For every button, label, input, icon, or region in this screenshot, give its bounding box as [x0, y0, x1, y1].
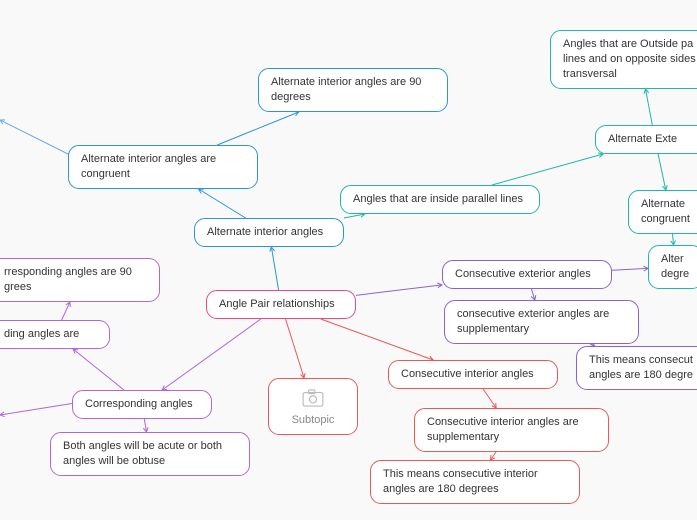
edge	[492, 154, 603, 185]
node-alt_int[interactable]: Alternate interior angles	[194, 218, 344, 247]
node-cons_int[interactable]: Consecutive interior angles	[388, 360, 558, 389]
edge	[217, 112, 298, 145]
edge-arrow	[66, 302, 70, 307]
node-label: Alter degre	[661, 253, 689, 280]
node-corr[interactable]: Corresponding angles	[72, 390, 212, 419]
node-alt_ext_90[interactable]: Alter degre	[648, 245, 697, 289]
node-alt_int_cong[interactable]: Alternate interior angles are congruent	[68, 145, 258, 189]
node-root[interactable]: Angle Pair relationships	[206, 290, 356, 319]
edge-arrow	[0, 120, 5, 124]
node-alt_ext_cong[interactable]: Alternate congruent	[628, 190, 697, 234]
edge	[658, 154, 666, 190]
edge	[490, 452, 496, 460]
edge	[483, 389, 496, 408]
node-label: Subtopic	[281, 413, 345, 428]
edge	[0, 403, 75, 415]
node-label: Consecutive interior angles	[401, 368, 534, 380]
edge	[531, 289, 534, 300]
edge-arrow	[73, 349, 78, 354]
edge-arrow	[199, 189, 204, 193]
edge	[344, 214, 365, 218]
edge	[612, 268, 648, 270]
edge	[73, 349, 124, 390]
node-cons_ext_supp[interactable]: consecutive exterior angles are suppleme…	[444, 300, 639, 344]
node-label: Alternate Exte	[608, 133, 677, 145]
edge-arrow	[644, 89, 649, 94]
node-label: Angles that are inside parallel lines	[353, 193, 523, 205]
edge-arrow	[270, 247, 275, 252]
edge	[271, 247, 278, 290]
node-label: rresponding angles are 90 grees	[4, 266, 132, 293]
node-label: Alternate interior angles are 90 degrees	[271, 76, 421, 103]
edge	[356, 285, 442, 295]
node-subtopic[interactable]: Subtopic	[268, 378, 358, 435]
node-label: Consecutive exterior angles	[455, 268, 591, 280]
edge	[286, 319, 305, 378]
node-label: ding angles are	[4, 328, 79, 340]
node-label: Corresponding angles	[85, 398, 193, 410]
edge	[199, 189, 246, 218]
node-corr_90[interactable]: rresponding angles are 90 grees	[0, 258, 160, 302]
edge	[144, 419, 146, 432]
node-cons_int_supp[interactable]: Consecutive interior angles are suppleme…	[414, 408, 609, 452]
node-corr_are[interactable]: ding angles are	[0, 320, 110, 349]
node-label: Both angles will be acute or both angles…	[63, 440, 222, 467]
node-alt_int_inside[interactable]: Angles that are inside parallel lines	[340, 185, 540, 214]
node-cons_int_180[interactable]: This means consecutive interior angles a…	[370, 460, 580, 504]
edge-arrow	[294, 111, 299, 115]
node-label: This means consecutive interior angles a…	[383, 468, 538, 495]
node-label: consecutive exterior angles are suppleme…	[457, 308, 609, 335]
node-label: Angles that are Outside pa lines and on …	[563, 38, 696, 80]
node-corr_both[interactable]: Both angles will be acute or both angles…	[50, 432, 250, 476]
node-alt_int_90[interactable]: Alternate interior angles are 90 degrees	[258, 68, 448, 112]
node-alt_ext_outside[interactable]: Angles that are Outside pa lines and on …	[550, 30, 697, 89]
node-label: Alternate interior angles are congruent	[81, 153, 216, 180]
node-label: Alternate interior angles	[207, 226, 323, 238]
node-label: This means consecut angles are 180 degre	[589, 354, 693, 381]
edge	[646, 89, 653, 125]
edge	[673, 234, 674, 245]
edge	[0, 120, 70, 155]
edge	[321, 319, 433, 360]
edge	[62, 302, 70, 320]
edge-arrow	[437, 283, 442, 288]
node-alt_ext[interactable]: Alternate Exte	[595, 125, 697, 154]
node-cons_ext[interactable]: Consecutive exterior angles	[442, 260, 612, 289]
node-label: Angle Pair relationships	[219, 298, 335, 310]
edge	[162, 319, 261, 390]
node-cons_ext_180[interactable]: This means consecut angles are 180 degre	[576, 346, 697, 390]
node-label: Alternate congruent	[641, 198, 690, 225]
edge-arrow	[0, 412, 5, 417]
node-label: Consecutive interior angles are suppleme…	[427, 416, 579, 443]
